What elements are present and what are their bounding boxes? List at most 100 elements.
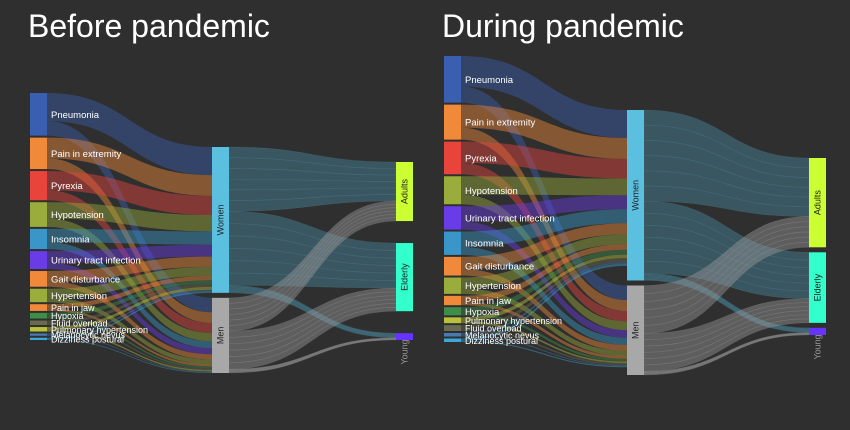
node-gait-disturbance — [444, 256, 461, 276]
link-hypertension-women — [461, 234, 627, 289]
link-pulmonary-hypertension-men — [461, 321, 627, 364]
link-hypoxia-men — [47, 316, 212, 369]
node-label-pain-in-extremity: Pain in extremity — [465, 118, 535, 129]
node-label-women: Women — [216, 204, 226, 235]
node-gait-disturbance — [30, 271, 47, 287]
link-melanocytic-nevus-women — [47, 289, 212, 335]
link-pain-in-jaw-men — [461, 301, 627, 359]
node-elderly — [396, 243, 413, 312]
node-melanocytic-nevus — [444, 333, 461, 337]
link-pain-in-extremity-women — [461, 104, 627, 159]
link-pain-in-jaw-men — [47, 308, 212, 367]
link-pain-in-jaw-women — [461, 244, 627, 302]
node-label-pain-in-jaw: Pain in jaw — [465, 296, 511, 307]
link-pain-in-jaw-women — [47, 275, 212, 309]
node-label-melanocytic-nevus: Melanocytic nevus — [51, 330, 126, 340]
node-label-young: Young — [813, 334, 823, 359]
link-insomnia-men — [461, 246, 627, 345]
link-hypertension-men — [461, 288, 627, 356]
node-hypotension — [30, 202, 47, 227]
node-label-fluid-overload: Fluid overload — [465, 324, 522, 334]
link-pneumonia-men — [47, 121, 212, 313]
panel-title-before: Before pandemic — [28, 8, 270, 44]
sankey-panel-before: Pneumonia Pain in extremity Pyrexia Hypoten… — [30, 93, 413, 374]
panel-title-during: During pandemic — [442, 8, 684, 44]
link-pneumonia-men — [461, 86, 627, 301]
node-elderly — [809, 252, 826, 323]
link-pulmonary-hypertension-women — [47, 286, 212, 330]
node-hypoxia — [30, 312, 47, 319]
link-urinary-tract-infection-women — [461, 195, 627, 222]
link-pyrexia-women — [47, 171, 212, 216]
node-men — [627, 285, 644, 375]
link-hypoxia-men — [461, 312, 627, 362]
link-insomnia-women — [47, 228, 212, 245]
node-label-dizziness-postural: Dizziness postural — [465, 336, 538, 346]
link-urinary-tract-infection-men — [47, 262, 212, 355]
link-urinary-tract-infection-women — [47, 244, 212, 263]
node-dizziness-postural — [30, 337, 47, 340]
node-women — [627, 110, 644, 281]
link-gait-disturbance-men — [47, 281, 212, 360]
link-fluid-overload-men — [47, 323, 212, 370]
link-men-adults — [228, 217, 397, 332]
node-label-women: Women — [631, 180, 641, 211]
node-label-urinary-tract-infection: Urinary tract infection — [51, 256, 141, 267]
link-melanocytic-nevus-men — [461, 335, 627, 367]
link-gait-disturbance-women — [461, 223, 627, 270]
link-fluid-overload-men — [461, 328, 627, 366]
link-men-adults — [643, 241, 810, 334]
node-layer — [30, 93, 413, 373]
node-pneumonia — [444, 56, 461, 103]
link-dizziness-postural-women — [461, 263, 627, 341]
node-hypertension — [444, 277, 461, 294]
link-hypotension-women — [461, 176, 627, 196]
sankey-panel-during: Pneumonia Pain in extremity Pyrexia Hypoten… — [444, 56, 826, 376]
node-hypertension — [30, 288, 47, 303]
label-layer: Pneumonia Pain in extremity Pyrexia Hypoten… — [465, 75, 823, 360]
link-insomnia-men — [47, 242, 212, 349]
link-pulmonary-hypertension-men — [47, 329, 212, 372]
node-urinary-tract-infection — [30, 251, 47, 270]
node-insomnia — [444, 231, 461, 255]
link-pyrexia-women — [461, 141, 627, 179]
link-women-adults — [228, 187, 397, 201]
node-pain-in-jaw — [444, 295, 461, 306]
node-label-pyrexia: Pyrexia — [51, 181, 83, 192]
node-pain-in-jaw — [30, 304, 47, 311]
link-hypotension-men — [461, 194, 627, 331]
link-hypertension-women — [47, 266, 212, 298]
node-label-hypertension: Hypertension — [465, 281, 521, 292]
link-pain-in-extremity-men — [47, 158, 212, 324]
node-fluid-overload — [444, 325, 461, 332]
link-men-elderly — [643, 318, 810, 372]
link-pulmonary-hypertension-women — [461, 254, 627, 322]
link-hypertension-men — [47, 297, 212, 365]
node-insomnia — [30, 228, 47, 250]
node-men — [212, 297, 229, 373]
node-pulmonary-hypertension — [444, 317, 461, 324]
node-label-insomnia: Insomnia — [465, 239, 504, 250]
link-pain-in-extremity-men — [461, 127, 627, 312]
node-label-men: Men — [631, 321, 641, 339]
node-label-gait-disturbance: Gait disturbance — [51, 274, 120, 285]
node-urinary-tract-infection — [444, 206, 461, 230]
node-label-adults: Adults — [400, 179, 410, 205]
node-label-hypoxia: Hypoxia — [51, 311, 84, 321]
node-label-men: Men — [216, 327, 226, 345]
node-pyrexia — [30, 171, 47, 201]
link-hypotension-men — [47, 218, 212, 342]
link-pyrexia-men — [461, 163, 627, 322]
node-label-pyrexia: Pyrexia — [465, 153, 497, 164]
node-label-insomnia: Insomnia — [51, 234, 90, 245]
node-pain-in-extremity — [30, 137, 47, 170]
node-layer — [444, 56, 826, 375]
node-label-hypertension: Hypertension — [51, 291, 107, 302]
link-dizziness-postural-women — [47, 291, 212, 340]
node-label-hypotension: Hypotension — [465, 186, 518, 197]
link-dizziness-postural-men — [461, 340, 627, 368]
node-label-gait-disturbance: Gait disturbance — [465, 262, 534, 273]
link-pyrexia-men — [47, 190, 212, 333]
node-label-dizziness-postural: Dizziness postural — [51, 334, 124, 344]
